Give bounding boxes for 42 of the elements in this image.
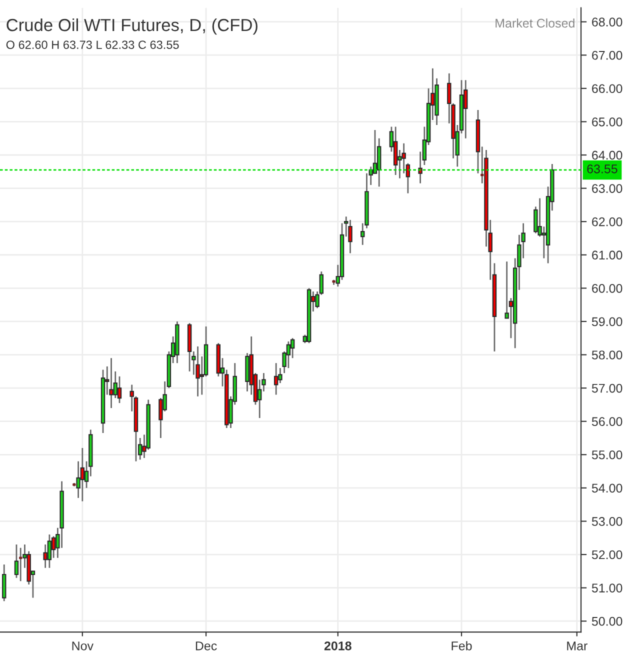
x-tick-label: 2018 bbox=[324, 641, 352, 650]
y-tick-label: 67.00 bbox=[592, 50, 622, 60]
candlestick bbox=[196, 346, 200, 398]
x-tick-label: Nov bbox=[72, 642, 94, 650]
y-tick-label: 52.00 bbox=[592, 550, 622, 560]
x-tick-label: Dec bbox=[196, 642, 217, 650]
annotation: O 62.60 H 63.73 L 62.33 C 63.55 bbox=[6, 40, 179, 49]
y-tick-label: 58.00 bbox=[592, 350, 622, 360]
y-tick-label: 62.00 bbox=[592, 217, 622, 226]
y-tick-label: 59.00 bbox=[592, 317, 622, 326]
y-tick-label: 55.00 bbox=[592, 450, 622, 460]
candlestick bbox=[348, 219, 352, 254]
x-tick-label: Mar bbox=[567, 642, 588, 650]
y-tick-label: 65.00 bbox=[592, 118, 622, 126]
y-tick-label: 56.00 bbox=[592, 417, 622, 426]
y-tick-label: 53.00 bbox=[592, 517, 622, 526]
candlestick bbox=[43, 544, 48, 569]
y-tick-label: 54.00 bbox=[592, 484, 622, 493]
y-tick-label: 64.00 bbox=[592, 150, 622, 160]
x-tick-label: Feb bbox=[452, 641, 472, 650]
annotation: Market Closed bbox=[496, 18, 574, 28]
candlestick bbox=[14, 544, 19, 579]
candlestick bbox=[402, 142, 406, 174]
y-tick-label: 60.00 bbox=[592, 284, 622, 293]
y-tick-label: 68.00 bbox=[592, 18, 622, 26]
text: Crude Oil WTI Futures, D, (CFD) bbox=[6, 18, 258, 35]
candlestick bbox=[109, 357, 114, 409]
y-tick-label: 51.00 bbox=[592, 584, 622, 592]
y-tick-label: 61.00 bbox=[592, 250, 622, 260]
candlestick bbox=[80, 447, 85, 502]
candlestick bbox=[464, 79, 468, 140]
candlestick bbox=[117, 376, 122, 404]
candlestick bbox=[47, 534, 52, 569]
candlestick bbox=[274, 362, 278, 396]
candlestick bbox=[2, 564, 6, 602]
y-tick-label: 50.00 bbox=[592, 616, 622, 626]
y-tick-label: 57.00 bbox=[592, 384, 622, 393]
ref-line-label: 63.55 bbox=[587, 164, 618, 174]
candlestick bbox=[286, 340, 291, 369]
y-tick-label: 63.00 bbox=[592, 184, 622, 193]
y-tick-label: 66.00 bbox=[592, 84, 622, 94]
candlestick bbox=[393, 126, 398, 176]
